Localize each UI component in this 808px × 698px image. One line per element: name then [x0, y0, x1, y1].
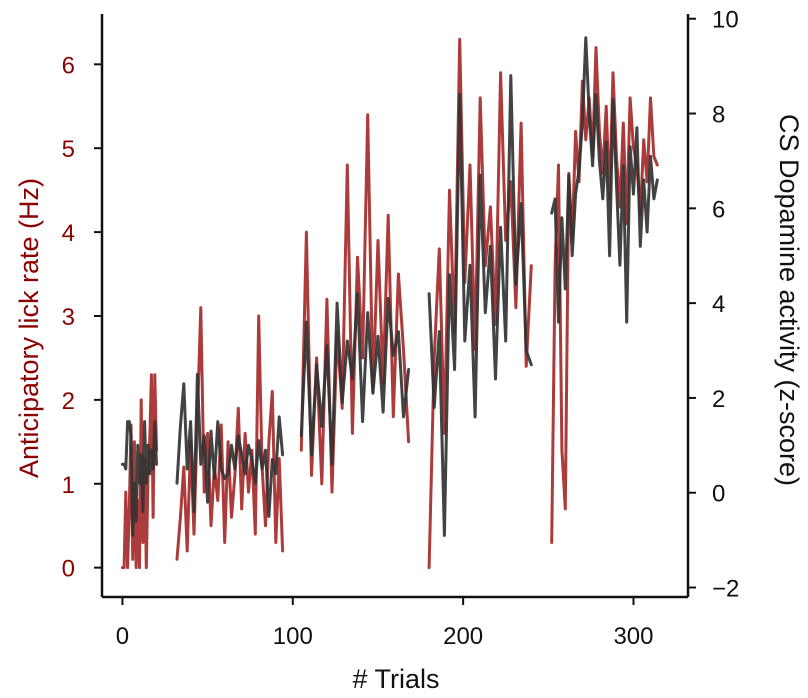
- x-tick-label: 0: [116, 623, 129, 650]
- y-tick-label-right: −2: [712, 576, 739, 603]
- y-tick-label-left: 3: [62, 304, 75, 331]
- y-tick-label-left: 2: [62, 388, 75, 415]
- dopamine-line: [120, 420, 158, 537]
- y-tick-label-right: 2: [712, 386, 725, 413]
- lick-rate-line: [299, 113, 411, 494]
- lick-rate-line: [550, 46, 659, 544]
- y-tick-label-left: 1: [62, 472, 75, 499]
- dopamine-line: [550, 36, 659, 324]
- y-tick-label-right: 0: [712, 481, 725, 508]
- y-tick-label-right: 4: [712, 291, 725, 318]
- lick-rate-line: [120, 373, 158, 570]
- y-tick-label-right: 6: [712, 196, 725, 223]
- y-tick-label-left: 0: [62, 556, 75, 583]
- series-dopamine-activity: [120, 36, 659, 537]
- y-tick-label-left: 6: [62, 52, 75, 79]
- y-tick-label-left: 5: [62, 136, 75, 163]
- y-tick-label-right: 8: [712, 102, 725, 129]
- axes: 0 100 200 300 0 1 2 3 4 5 6 −2 0 2 4 6 8 10: [62, 7, 740, 650]
- x-tick-label: 300: [613, 623, 653, 650]
- lick-rate-line: [175, 306, 285, 561]
- dopamine-line: [427, 74, 533, 537]
- x-tick-label: 200: [443, 623, 483, 650]
- x-axis-label: # Trials: [352, 664, 439, 694]
- y-tick-label-left: 4: [62, 220, 75, 247]
- dopamine-line: [175, 372, 285, 518]
- y-tick-label-right: 10: [712, 7, 739, 34]
- x-tick-label: 100: [273, 623, 313, 650]
- y-axis-label-left: Anticipatory lick rate (Hz): [14, 178, 44, 478]
- dopamine-line: [299, 292, 411, 466]
- y-axis-label-right: CS Dopamine activity (z-score): [774, 114, 804, 486]
